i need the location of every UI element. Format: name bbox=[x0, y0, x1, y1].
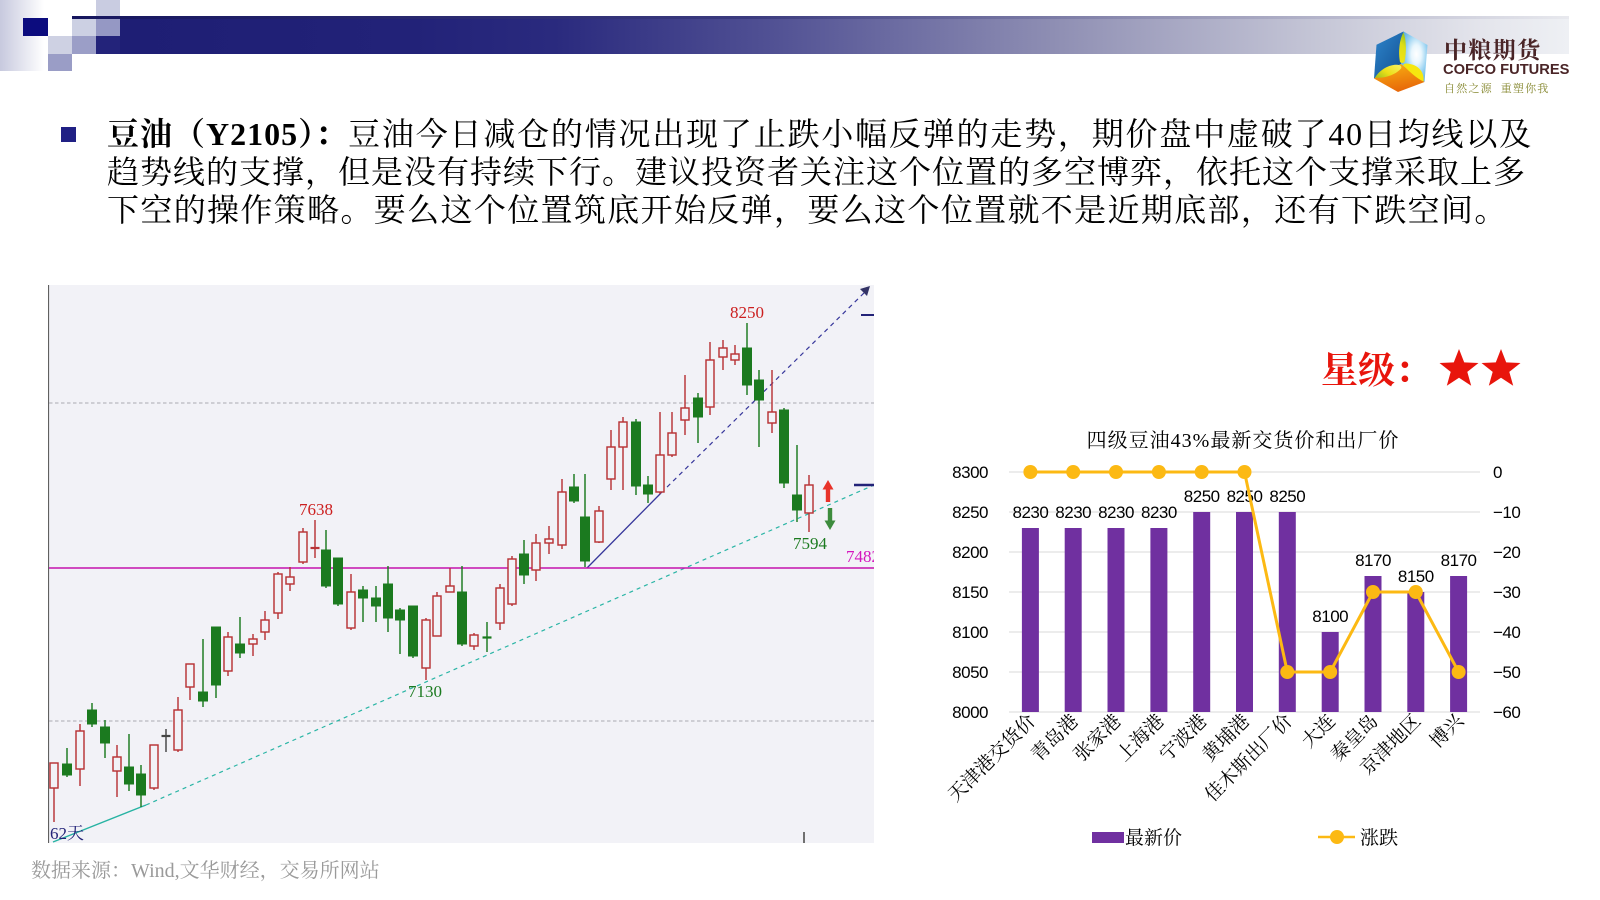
svg-text:8300: 8300 bbox=[952, 463, 988, 482]
svg-text:7482: 7482 bbox=[846, 547, 874, 566]
svg-text:最新价: 最新价 bbox=[1125, 827, 1182, 849]
svg-text:−10: −10 bbox=[1493, 503, 1520, 522]
svg-text:7638: 7638 bbox=[299, 500, 333, 519]
svg-text:8200: 8200 bbox=[952, 543, 988, 562]
svg-text:8250: 8250 bbox=[1227, 487, 1263, 506]
svg-text:7594: 7594 bbox=[793, 534, 828, 553]
svg-text:8250: 8250 bbox=[952, 503, 988, 522]
svg-text:上海港: 上海港 bbox=[1113, 710, 1169, 766]
svg-text:宁波港: 宁波港 bbox=[1155, 710, 1211, 766]
svg-text:天津港交货价: 天津港交货价 bbox=[944, 710, 1040, 806]
svg-text:8170: 8170 bbox=[1355, 551, 1391, 570]
svg-text:四级豆油43%最新交货价和出厂价: 四级豆油43%最新交货价和出厂价 bbox=[1087, 429, 1400, 452]
svg-text:8000: 8000 bbox=[952, 703, 988, 722]
svg-text:0: 0 bbox=[1493, 463, 1502, 482]
svg-text:8230: 8230 bbox=[1141, 503, 1177, 522]
svg-text:−60: −60 bbox=[1493, 703, 1520, 722]
svg-text:8100: 8100 bbox=[1312, 607, 1348, 626]
svg-text:8050: 8050 bbox=[952, 663, 988, 682]
svg-text:8250: 8250 bbox=[730, 303, 764, 322]
svg-text:涨跌: 涨跌 bbox=[1360, 827, 1398, 849]
svg-text:8150: 8150 bbox=[1398, 567, 1434, 586]
svg-text:7130: 7130 bbox=[408, 682, 442, 701]
svg-text:8150: 8150 bbox=[952, 583, 988, 602]
svg-text:8230: 8230 bbox=[1055, 503, 1091, 522]
svg-text:8250: 8250 bbox=[1184, 487, 1220, 506]
svg-text:−30: −30 bbox=[1493, 583, 1520, 602]
svg-text:8170: 8170 bbox=[1441, 551, 1477, 570]
svg-text:8230: 8230 bbox=[1012, 503, 1048, 522]
svg-text:−50: −50 bbox=[1493, 663, 1520, 682]
svg-text:62天: 62天 bbox=[50, 824, 84, 843]
svg-text:8230: 8230 bbox=[1098, 503, 1134, 522]
svg-text:张家港: 张家港 bbox=[1070, 710, 1126, 766]
svg-text:8100: 8100 bbox=[952, 623, 988, 642]
svg-text:博兴: 博兴 bbox=[1426, 709, 1469, 752]
svg-text:−20: −20 bbox=[1493, 543, 1520, 562]
svg-text:青岛港: 青岛港 bbox=[1027, 710, 1083, 766]
svg-text:−40: −40 bbox=[1493, 623, 1520, 642]
svg-text:8250: 8250 bbox=[1269, 487, 1305, 506]
